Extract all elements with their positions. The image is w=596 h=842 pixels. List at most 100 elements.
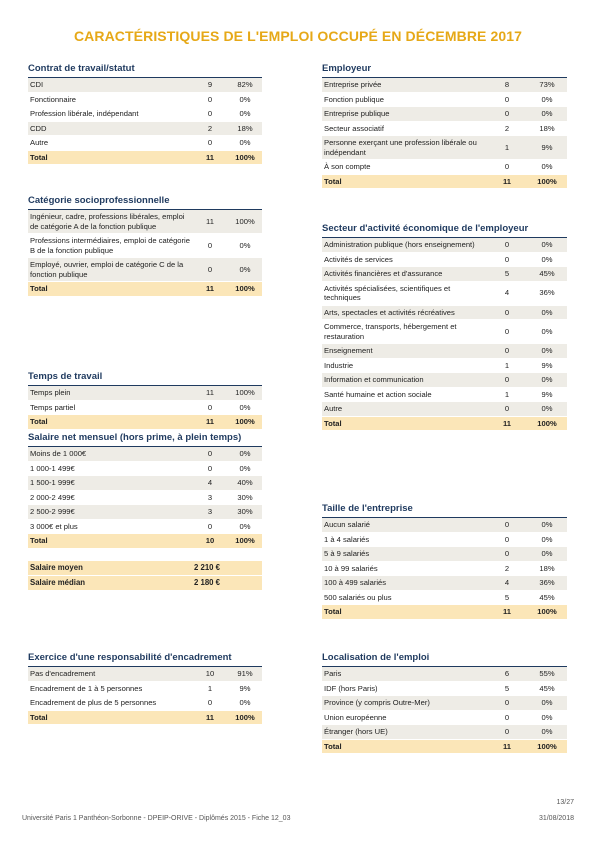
table-row: Personne exerçant une profession libéral… bbox=[322, 136, 567, 160]
row-label: Total bbox=[324, 418, 342, 428]
row-count: 0 bbox=[504, 534, 510, 544]
row-count: 0 bbox=[207, 138, 213, 147]
row-percent: 0% bbox=[239, 521, 251, 531]
section-title: Exercice d'une responsabilité d'encadrem… bbox=[28, 652, 232, 663]
row-percent: 9% bbox=[541, 389, 553, 399]
table-row: CDD 2 18% bbox=[28, 121, 262, 136]
row-count: 11 bbox=[502, 418, 512, 428]
row-label: CDI bbox=[30, 80, 44, 89]
row-label: Pas d'encadrement bbox=[30, 669, 96, 678]
row-count: 1 bbox=[504, 389, 510, 399]
row-count: 4 bbox=[207, 478, 213, 487]
row-label: 500 salariés ou plus bbox=[324, 592, 392, 602]
table-row: Union européenne 0 0% bbox=[322, 711, 567, 725]
row-label: Commerce, transports, hébergement et res… bbox=[324, 322, 457, 341]
row-label: Secteur associatif bbox=[324, 123, 384, 133]
table-row: Professions intermédiaires, emploi de ca… bbox=[28, 234, 262, 258]
section-divider bbox=[322, 77, 567, 78]
row-label: Encadrement de 1 à 5 personnes bbox=[30, 683, 143, 693]
row-label: Total bbox=[30, 284, 48, 293]
salary-summary-value: 2 180 € bbox=[194, 577, 221, 587]
table-row: Encadrement de plus de 5 personnes 0 0% bbox=[28, 696, 262, 711]
table-row: Entreprise publique 0 0% bbox=[322, 107, 567, 122]
row-count: 0 bbox=[207, 463, 213, 473]
section-title: Catégorie socioprofessionnelle bbox=[28, 195, 170, 206]
row-label: Étranger (hors UE) bbox=[324, 727, 388, 736]
section-divider bbox=[28, 77, 262, 78]
row-count: 0 bbox=[504, 375, 510, 384]
section-divider bbox=[322, 517, 567, 518]
row-percent: 36% bbox=[539, 288, 555, 298]
section-title: Taille de l'entreprise bbox=[322, 503, 413, 514]
row-count: 0 bbox=[504, 94, 510, 104]
row-label: 100 à 499 salariés bbox=[324, 578, 387, 587]
row-label: Temps partiel bbox=[30, 402, 76, 412]
row-percent: 0% bbox=[239, 240, 251, 250]
row-percent: 45% bbox=[539, 592, 555, 602]
row-percent: 82% bbox=[237, 80, 253, 89]
section-right-0: Employeur Entreprise privée 8 73% Fonction p… bbox=[322, 62, 567, 189]
row-percent: 0% bbox=[541, 254, 553, 264]
table-row: Temps plein 11 100% bbox=[28, 386, 262, 401]
table-row: Santé humaine et action sociale 1 9% bbox=[322, 388, 567, 402]
row-label: Administration publique (hors enseigneme… bbox=[324, 240, 475, 249]
row-label: Total bbox=[324, 176, 342, 186]
table-row: Enseignement 0 0% bbox=[322, 344, 567, 359]
table-row: Fonctionnaire 0 0% bbox=[28, 93, 262, 107]
section-left-2: Temps de travail Temps plein 11 100% Temps p… bbox=[28, 370, 262, 430]
row-percent: 100% bbox=[235, 216, 255, 226]
row-count: 0 bbox=[504, 520, 510, 529]
row-count: 0 bbox=[207, 94, 213, 104]
row-count: 1 bbox=[504, 360, 510, 370]
table-row: Activités de services 0 0% bbox=[322, 253, 567, 267]
row-count: 0 bbox=[207, 521, 213, 531]
row-label: Aucun salarié bbox=[324, 520, 371, 529]
table-row: 1 à 4 salariés 0 0% bbox=[322, 533, 567, 547]
salary-summary-row: Salaire moyen 2 210 € bbox=[28, 560, 262, 576]
section-left-0: Contrat de travail/statut CDI 9 82% Fonction… bbox=[28, 62, 262, 165]
table-row: Temps partiel 0 0% bbox=[28, 401, 262, 415]
row-count: 0 bbox=[504, 712, 510, 722]
row-percent: 0% bbox=[239, 698, 251, 707]
row-label: Fonctionnaire bbox=[30, 94, 77, 104]
table-row: Aucun salarié 0 0% bbox=[322, 518, 567, 533]
row-percent: 0% bbox=[541, 375, 553, 384]
row-percent: 0% bbox=[239, 449, 251, 458]
section-divider bbox=[28, 209, 262, 210]
row-label: Santé humaine et action sociale bbox=[324, 389, 432, 399]
row-label: Activités de services bbox=[324, 254, 393, 264]
row-percent: 0% bbox=[239, 264, 251, 274]
table-row: Employé, ouvrier, emploi de catégorie C … bbox=[28, 258, 262, 282]
row-percent: 0% bbox=[239, 138, 251, 147]
row-count: 0 bbox=[504, 307, 510, 317]
row-label: Total bbox=[30, 536, 48, 545]
row-percent: 0% bbox=[239, 463, 251, 473]
row-count: 5 bbox=[504, 269, 510, 278]
row-percent: 55% bbox=[539, 669, 555, 678]
row-label: 1 000-1 499€ bbox=[30, 463, 75, 473]
table-row: 2 500-2 999€ 3 30% bbox=[28, 505, 262, 520]
table-row: Industrie 1 9% bbox=[322, 359, 567, 373]
table-row: Ingénieur, cadre, professions libérales,… bbox=[28, 210, 262, 234]
table-row: 5 à 9 salariés 0 0% bbox=[322, 547, 567, 562]
row-count: 0 bbox=[207, 698, 213, 707]
row-label: Profession libérale, indépendant bbox=[30, 109, 139, 118]
row-count: 9 bbox=[207, 80, 213, 89]
table-row: Administration publique (hors enseigneme… bbox=[322, 238, 567, 253]
row-count: 11 bbox=[205, 152, 215, 162]
salary-summary-row: Salaire médian 2 180 € bbox=[28, 575, 262, 591]
row-count: 1 bbox=[504, 142, 510, 152]
row-count: 10 bbox=[205, 536, 215, 545]
total-row: Total 11 100% bbox=[322, 416, 567, 431]
row-label: Personne exerçant une profession libéral… bbox=[324, 138, 477, 157]
salary-summary-label: Salaire moyen bbox=[30, 562, 83, 572]
row-percent: 0% bbox=[541, 727, 553, 736]
row-label: 5 à 9 salariés bbox=[324, 549, 370, 558]
row-label: 2 500-2 999€ bbox=[30, 507, 75, 516]
row-count: 0 bbox=[207, 402, 213, 412]
row-percent: 100% bbox=[537, 418, 557, 428]
row-count: 11 bbox=[205, 712, 215, 722]
total-row: Total 11 100% bbox=[322, 174, 567, 189]
row-percent: 73% bbox=[539, 80, 555, 89]
row-label: Paris bbox=[324, 669, 342, 678]
